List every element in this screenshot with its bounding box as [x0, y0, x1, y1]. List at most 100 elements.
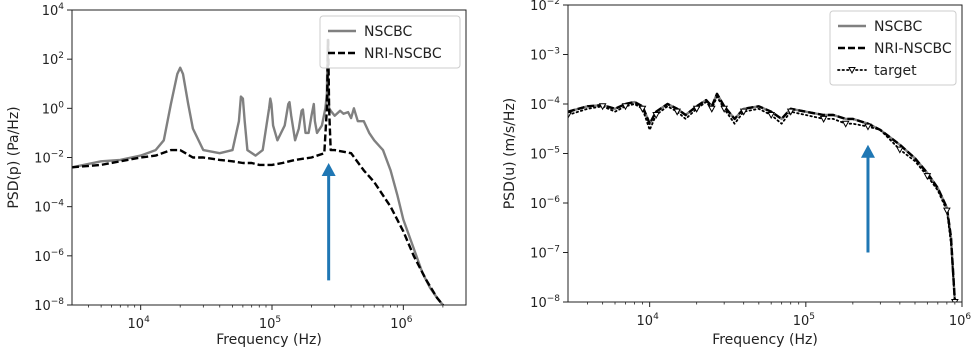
- series-nscbc-line: [568, 92, 957, 302]
- y-tick-exp: −6: [547, 195, 561, 205]
- target-marker: [819, 115, 828, 123]
- x-tick-base: 10: [949, 314, 966, 329]
- chart-panel-1: 104 105 10610−810−610−410−2100102104Freque…: [6, 2, 467, 348]
- y-tick-exp: −8: [51, 297, 65, 307]
- target-marker: [673, 108, 682, 116]
- y-tick-base: 10: [34, 201, 51, 216]
- target-marker: [707, 105, 716, 113]
- y-tick-exp: 2: [58, 51, 64, 61]
- y-tick-label: 10−2: [34, 150, 64, 167]
- x-axis-label: Frequency (Hz): [216, 332, 322, 348]
- y-tick-base: 10: [530, 49, 547, 64]
- y-tick-base: 10: [34, 250, 51, 265]
- x-tick-base: 10: [390, 317, 407, 332]
- arrow-head: [321, 162, 336, 176]
- y-tick-label: 10−7: [530, 245, 560, 262]
- y-tick-exp: −5: [547, 146, 560, 156]
- series-nri-nscbc-line: [72, 38, 445, 305]
- legend-box: [829, 10, 957, 86]
- y-tick-label: 10−8: [530, 294, 560, 311]
- target-marker: [720, 105, 729, 113]
- legend-label: NSCBC: [364, 24, 412, 40]
- y-tick-exp: 4: [58, 2, 64, 12]
- y-tick-label: 102: [42, 51, 64, 68]
- target-marker: [652, 111, 660, 120]
- y-tick-label: 10−4: [34, 199, 64, 216]
- legend: NSCBC NRI-NSCBC target: [829, 10, 957, 86]
- y-tick-label: 10−2: [530, 0, 560, 14]
- legend-label: target: [874, 63, 917, 79]
- target-marker: [951, 299, 959, 302]
- target-marker: [767, 111, 776, 120]
- legend: NSCBC NRI-NSCBC: [319, 15, 461, 69]
- y-tick-base: 10: [530, 247, 547, 262]
- target-marker: [739, 108, 748, 116]
- y-tick-base: 10: [42, 53, 59, 68]
- y-tick-label: 10−5: [530, 146, 560, 163]
- y-tick-label: 10−6: [34, 248, 64, 265]
- y-tick-base: 10: [34, 152, 51, 167]
- y-tick-exp: −2: [547, 0, 560, 7]
- y-tick-label: 10−6: [530, 195, 560, 212]
- series-nscbc-line: [72, 38, 445, 305]
- series-target-line: [568, 95, 956, 302]
- x-tick-base: 10: [259, 317, 276, 332]
- x-tick-label: 105: [793, 312, 815, 329]
- target-marker: [786, 108, 795, 116]
- y-tick-exp: −4: [547, 96, 561, 106]
- target-marker: [923, 173, 932, 181]
- x-tick-base: 10: [793, 314, 810, 329]
- x-tick-base: 10: [637, 314, 654, 329]
- target-marker: [621, 103, 630, 111]
- y-tick-base: 10: [530, 148, 547, 163]
- y-tick-label: 100: [42, 100, 65, 117]
- x-tick-exp: 5: [809, 312, 815, 322]
- y-tick-exp: 0: [58, 100, 64, 110]
- target-marker: [841, 120, 850, 128]
- series-nri-nscbc-line: [568, 92, 957, 302]
- arrow-head: [860, 144, 875, 158]
- legend-box: [319, 15, 461, 69]
- x-tick-exp: 6: [407, 315, 413, 325]
- y-tick-label: 104: [42, 2, 65, 19]
- legend-label: NSCBC: [874, 19, 922, 35]
- x-tick-exp: 4: [144, 315, 150, 325]
- x-tick-label: 106: [390, 315, 413, 332]
- x-tick-label: 105: [259, 315, 281, 332]
- y-tick-exp: −2: [51, 150, 64, 160]
- y-tick-label: 10−8: [34, 297, 64, 314]
- legend-label: NRI-NSCBC: [364, 46, 442, 62]
- y-axis-label: PSD(p) (Pa/Hz): [6, 106, 22, 208]
- x-axis-label: Frequency (Hz): [712, 332, 818, 348]
- x-tick-label: 104: [637, 312, 660, 329]
- legend-label: NRI-NSCBC: [874, 41, 952, 57]
- y-tick-base: 10: [42, 4, 59, 19]
- y-tick-exp: −4: [51, 199, 65, 209]
- y-tick-exp: −3: [547, 47, 560, 57]
- x-tick-exp: 4: [653, 312, 659, 322]
- target-marker: [864, 123, 872, 131]
- y-tick-base: 10: [530, 296, 547, 311]
- y-axis-label: PSD(u) (m/s/Hz): [502, 98, 518, 210]
- y-tick-exp: −6: [51, 248, 65, 258]
- chart-panel-2: 104 105 10610−810−710−610−510−410−310−2Fre…: [502, 0, 971, 348]
- target-marker: [943, 207, 951, 215]
- x-tick-label: 104: [128, 315, 151, 332]
- y-tick-base: 10: [530, 197, 547, 212]
- y-tick-base: 10: [42, 102, 59, 117]
- x-tick-base: 10: [128, 317, 145, 332]
- y-tick-label: 10−3: [530, 47, 560, 64]
- x-tick-label: 106: [949, 312, 972, 329]
- y-tick-label: 10−4: [530, 96, 560, 113]
- y-tick-exp: −8: [547, 294, 561, 304]
- target-marker: [568, 111, 572, 120]
- x-tick-exp: 6: [965, 312, 971, 322]
- y-tick-exp: −7: [547, 245, 560, 255]
- y-tick-base: 10: [530, 98, 547, 113]
- x-tick-exp: 5: [275, 315, 281, 325]
- y-tick-base: 10: [530, 0, 547, 14]
- target-marker: [896, 146, 904, 154]
- target-marker: [638, 105, 647, 113]
